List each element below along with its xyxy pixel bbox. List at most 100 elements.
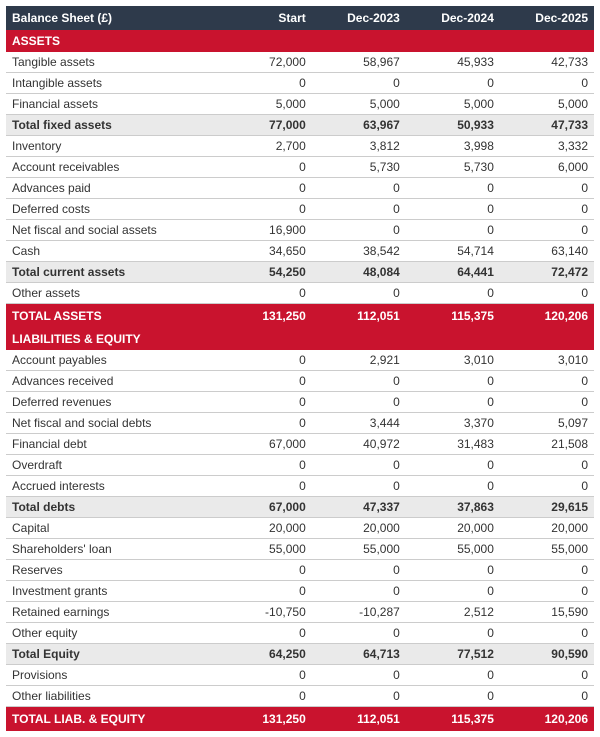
cell-value: 0 <box>218 178 312 199</box>
cell-value: 0 <box>406 581 500 602</box>
cell-value: 115,375 <box>406 707 500 732</box>
cell-value: 47,337 <box>312 497 406 518</box>
total-row: TOTAL ASSETS131,250112,051115,375120,206 <box>6 304 594 329</box>
cell-value: 6,000 <box>500 157 594 178</box>
cell-value: 0 <box>218 199 312 220</box>
cell-value: 0 <box>312 73 406 94</box>
cell-value: 72,000 <box>218 52 312 73</box>
cell-value: 0 <box>500 220 594 241</box>
col-header: Dec-2025 <box>500 6 594 30</box>
cell-value: 3,010 <box>406 350 500 371</box>
cell-value: 5,730 <box>312 157 406 178</box>
table-row: Accrued interests0000 <box>6 476 594 497</box>
row-label: Accrued interests <box>6 476 218 497</box>
cell-value: 112,051 <box>312 707 406 732</box>
cell-value: 0 <box>312 178 406 199</box>
cell-value: 0 <box>500 560 594 581</box>
cell-value: 63,967 <box>312 115 406 136</box>
cell-value: 0 <box>500 623 594 644</box>
cell-value: 0 <box>218 581 312 602</box>
cell-value: 0 <box>218 476 312 497</box>
cell-value: 0 <box>312 371 406 392</box>
row-label: Total Equity <box>6 644 218 665</box>
cell-value: 5,097 <box>500 413 594 434</box>
table-row: Retained earnings-10,750-10,2872,51215,5… <box>6 602 594 623</box>
cell-value: 0 <box>312 686 406 707</box>
cell-value: 63,140 <box>500 241 594 262</box>
cell-value: 55,000 <box>218 539 312 560</box>
cell-value: 67,000 <box>218 497 312 518</box>
cell-value: 0 <box>406 283 500 304</box>
cell-value: 0 <box>218 455 312 476</box>
table-row: Deferred revenues0000 <box>6 392 594 413</box>
cell-value: 21,508 <box>500 434 594 455</box>
row-label: Intangible assets <box>6 73 218 94</box>
row-label: Total fixed assets <box>6 115 218 136</box>
cell-value: 0 <box>500 455 594 476</box>
cell-value: 0 <box>218 392 312 413</box>
cell-value: 3,998 <box>406 136 500 157</box>
cell-value: 50,933 <box>406 115 500 136</box>
cell-value: 0 <box>312 665 406 686</box>
cell-value: 58,967 <box>312 52 406 73</box>
table-row: Intangible assets0000 <box>6 73 594 94</box>
cell-value: 20,000 <box>218 518 312 539</box>
cell-value: -10,287 <box>312 602 406 623</box>
cell-value: 0 <box>312 623 406 644</box>
cell-value: 3,332 <box>500 136 594 157</box>
row-label: Financial assets <box>6 94 218 115</box>
cell-value: 0 <box>312 476 406 497</box>
table-row: Financial debt67,00040,97231,48321,508 <box>6 434 594 455</box>
row-label: ASSETS <box>6 30 594 52</box>
section-header: ASSETS <box>6 30 594 52</box>
cell-value: 31,483 <box>406 434 500 455</box>
cell-value: 5,730 <box>406 157 500 178</box>
table-row: Cash34,65038,54254,71463,140 <box>6 241 594 262</box>
cell-value: 0 <box>218 665 312 686</box>
table-row: Other equity0000 <box>6 623 594 644</box>
table-row: Tangible assets72,00058,96745,93342,733 <box>6 52 594 73</box>
row-label: Advances received <box>6 371 218 392</box>
cell-value: 120,206 <box>500 707 594 732</box>
cell-value: 0 <box>312 560 406 581</box>
cell-value: 29,615 <box>500 497 594 518</box>
cell-value: 64,441 <box>406 262 500 283</box>
col-header: Dec-2024 <box>406 6 500 30</box>
cell-value: 0 <box>312 581 406 602</box>
row-label: TOTAL ASSETS <box>6 304 218 329</box>
cell-value: 5,000 <box>218 94 312 115</box>
cell-value: 0 <box>500 73 594 94</box>
cell-value: 55,000 <box>500 539 594 560</box>
cell-value: 5,000 <box>406 94 500 115</box>
table-row: Account payables02,9213,0103,010 <box>6 350 594 371</box>
cell-value: 0 <box>218 413 312 434</box>
cell-value: 64,250 <box>218 644 312 665</box>
row-label: Total debts <box>6 497 218 518</box>
cell-value: 0 <box>406 199 500 220</box>
cell-value: 54,250 <box>218 262 312 283</box>
cell-value: 0 <box>406 220 500 241</box>
table-row: Other liabilities0000 <box>6 686 594 707</box>
row-label: Retained earnings <box>6 602 218 623</box>
table-row: Other assets0000 <box>6 283 594 304</box>
table-row: Reserves0000 <box>6 560 594 581</box>
cell-value: 2,512 <box>406 602 500 623</box>
cell-value: 0 <box>406 560 500 581</box>
cell-value: 0 <box>312 199 406 220</box>
table-row: Total current assets54,25048,08464,44172… <box>6 262 594 283</box>
table-row: Deferred costs0000 <box>6 199 594 220</box>
cell-value: 20,000 <box>312 518 406 539</box>
cell-value: 34,650 <box>218 241 312 262</box>
cell-value: 77,000 <box>218 115 312 136</box>
cell-value: 45,933 <box>406 52 500 73</box>
cell-value: 0 <box>500 686 594 707</box>
table-row: Total debts67,00047,33737,86329,615 <box>6 497 594 518</box>
cell-value: 20,000 <box>500 518 594 539</box>
table-row: Investment grants0000 <box>6 581 594 602</box>
table-row: Total Equity64,25064,71377,51290,590 <box>6 644 594 665</box>
col-header: Start <box>218 6 312 30</box>
cell-value: 54,714 <box>406 241 500 262</box>
balance-sheet-table: Balance Sheet (£) Start Dec-2023 Dec-202… <box>6 6 594 731</box>
cell-value: 0 <box>312 392 406 413</box>
cell-value: 0 <box>218 371 312 392</box>
